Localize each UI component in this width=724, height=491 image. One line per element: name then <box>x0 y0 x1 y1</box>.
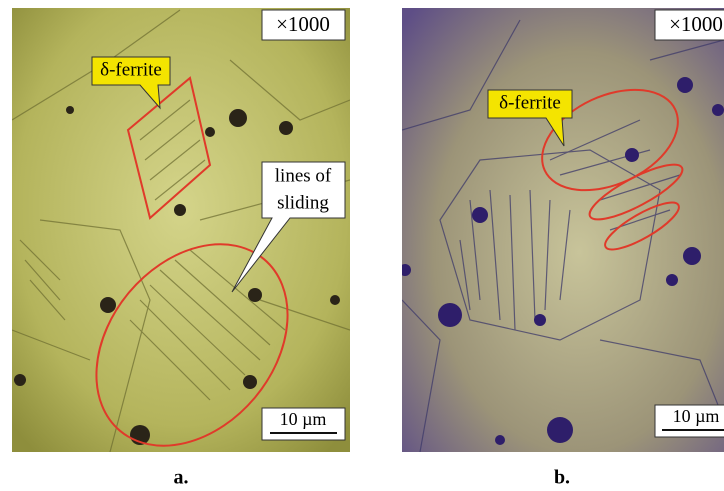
magnification: ×1000 <box>276 12 330 36</box>
caption: b. <box>554 467 570 489</box>
micrograph-b: ×1000 10 µm <box>399 8 724 452</box>
scale-label: 10 µm <box>280 409 327 429</box>
scale-label: 10 µm <box>673 406 720 426</box>
figure: ×1000 δ-ferrite lines of sliding 10 µm a… <box>0 0 724 491</box>
annotation: lines of <box>275 165 332 186</box>
callout: δ-ferrite <box>100 59 162 80</box>
annotation: sliding <box>277 192 329 213</box>
magnification: ×1000 <box>669 12 723 36</box>
callout: δ-ferrite <box>499 92 561 113</box>
caption: a. <box>174 467 189 489</box>
